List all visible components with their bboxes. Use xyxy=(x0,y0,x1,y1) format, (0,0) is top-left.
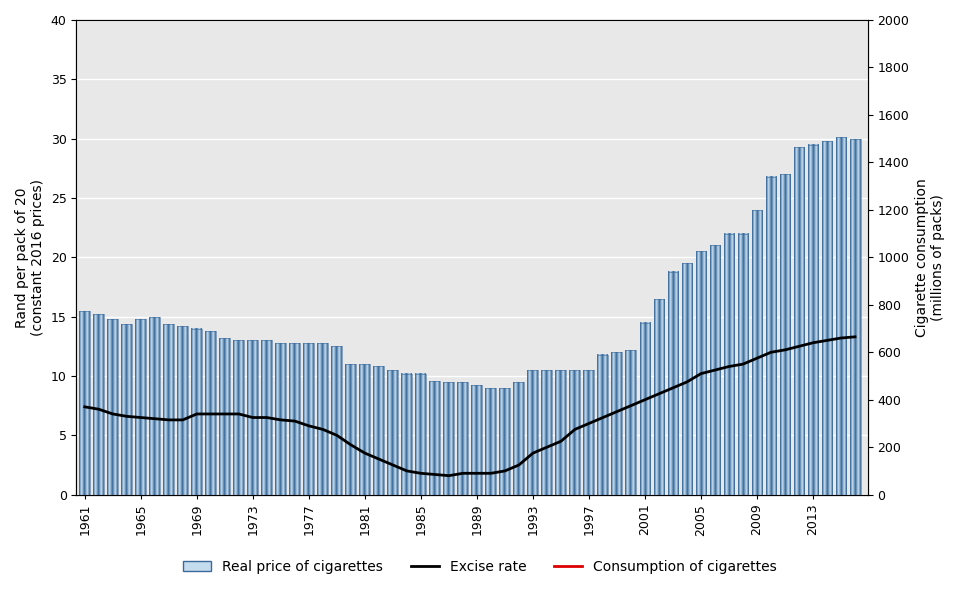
Y-axis label: Rand per pack of 20
(constant 2016 prices): Rand per pack of 20 (constant 2016 price… xyxy=(15,179,45,336)
Bar xyxy=(737,234,749,495)
Bar xyxy=(850,139,860,495)
Bar xyxy=(261,340,273,495)
Bar xyxy=(612,352,622,495)
Bar xyxy=(303,343,314,495)
Bar xyxy=(444,382,454,495)
Bar xyxy=(150,317,160,495)
Bar xyxy=(233,340,244,495)
Bar xyxy=(248,340,258,495)
Bar xyxy=(626,350,636,495)
Bar xyxy=(835,137,847,495)
Bar xyxy=(696,252,707,495)
Bar xyxy=(639,323,651,495)
Bar xyxy=(135,319,146,495)
Bar xyxy=(527,370,539,495)
Bar xyxy=(388,370,398,495)
Bar xyxy=(709,246,720,495)
Bar xyxy=(205,331,216,495)
Bar xyxy=(724,234,734,495)
Legend: Real price of cigarettes, Excise rate, Consumption of cigarettes: Real price of cigarettes, Excise rate, C… xyxy=(178,554,782,579)
Bar xyxy=(654,299,664,495)
Bar xyxy=(556,370,566,495)
Bar xyxy=(471,385,482,495)
Bar xyxy=(163,324,175,495)
Bar xyxy=(289,343,300,495)
Bar xyxy=(499,388,511,495)
Bar xyxy=(121,324,132,495)
Bar xyxy=(569,370,581,495)
Bar xyxy=(765,176,777,495)
Bar xyxy=(276,343,286,495)
Bar xyxy=(667,272,679,495)
Bar xyxy=(794,147,804,495)
Bar xyxy=(178,326,188,495)
Bar xyxy=(584,370,594,495)
Bar xyxy=(331,346,343,495)
Bar xyxy=(514,382,524,495)
Bar xyxy=(822,141,832,495)
Bar xyxy=(682,263,692,495)
Bar xyxy=(541,370,552,495)
Bar xyxy=(219,338,230,495)
Bar xyxy=(429,381,441,495)
Bar xyxy=(191,329,203,495)
Bar xyxy=(752,210,762,495)
Bar xyxy=(416,374,426,495)
Bar xyxy=(457,382,468,495)
Bar xyxy=(108,319,118,495)
Bar xyxy=(807,144,819,495)
Bar xyxy=(401,374,413,495)
Bar xyxy=(93,314,105,495)
Bar xyxy=(486,388,496,495)
Bar xyxy=(359,364,371,495)
Bar xyxy=(318,343,328,495)
Bar xyxy=(597,355,609,495)
Bar xyxy=(80,311,90,495)
Bar xyxy=(373,366,384,495)
Bar xyxy=(780,174,790,495)
Y-axis label: Cigarette consumption
(millions of packs): Cigarette consumption (millions of packs… xyxy=(915,178,945,337)
Bar xyxy=(346,364,356,495)
